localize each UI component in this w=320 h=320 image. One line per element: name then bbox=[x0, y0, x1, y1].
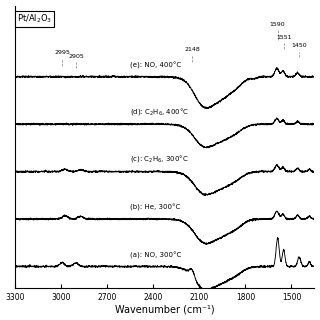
Text: (a): NO, 300°C: (a): NO, 300°C bbox=[130, 252, 182, 259]
Text: (c): C$_2$H$_6$, 300°C: (c): C$_2$H$_6$, 300°C bbox=[130, 153, 189, 164]
Text: Pt/Al$_2$O$_3$: Pt/Al$_2$O$_3$ bbox=[17, 13, 52, 25]
Text: 2148: 2148 bbox=[184, 47, 200, 52]
Text: 1590: 1590 bbox=[270, 22, 285, 27]
Text: (b): He, 300°C: (b): He, 300°C bbox=[130, 204, 180, 212]
Text: (d): C$_2$H$_6$, 400°C: (d): C$_2$H$_6$, 400°C bbox=[130, 106, 189, 116]
Text: 1450: 1450 bbox=[291, 43, 307, 48]
X-axis label: Wavenumber (cm⁻¹): Wavenumber (cm⁻¹) bbox=[115, 304, 215, 315]
Text: 2995: 2995 bbox=[54, 50, 70, 55]
Text: 1551: 1551 bbox=[276, 35, 292, 40]
Text: 2905: 2905 bbox=[68, 54, 84, 59]
Text: (e): NO, 400°C: (e): NO, 400°C bbox=[130, 62, 181, 69]
